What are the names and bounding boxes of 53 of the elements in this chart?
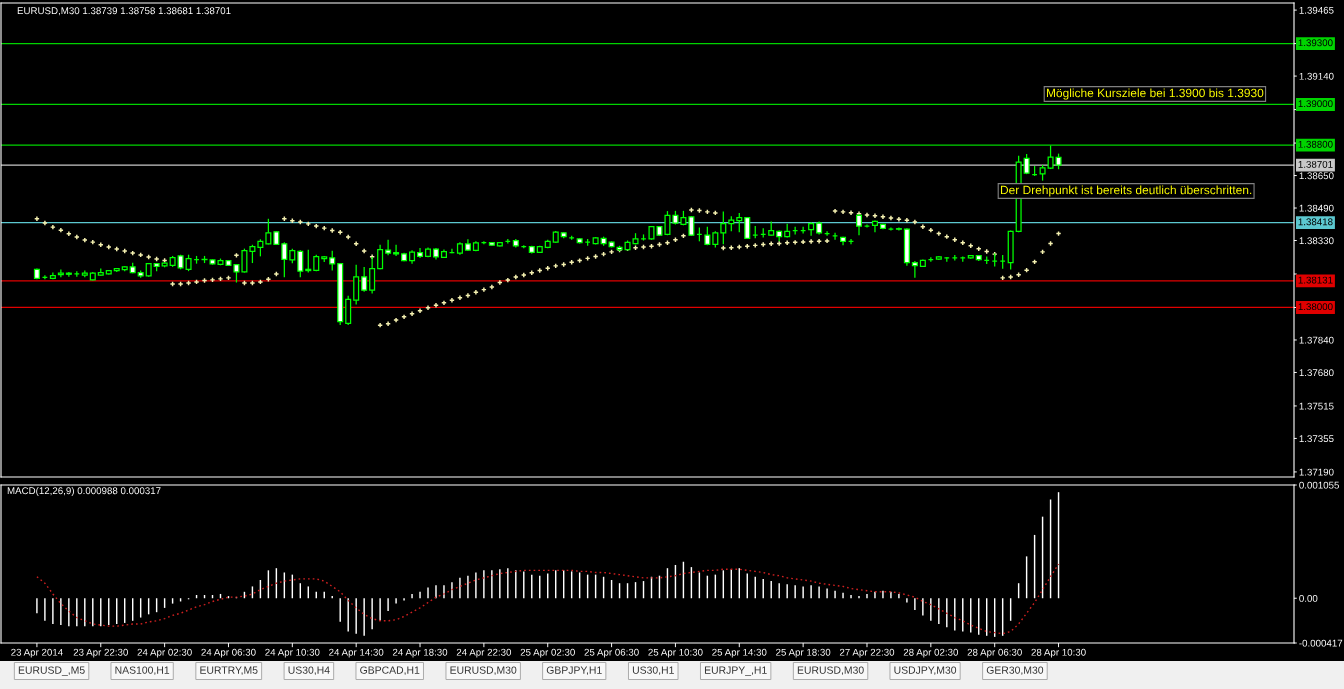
text: NAS100,H1 <box>115 666 170 676</box>
ref-line-label: 1.38131 <box>1298 276 1333 284</box>
text: US30,H4 <box>288 666 330 676</box>
y-tick-label: 1.37190 <box>1299 468 1334 476</box>
annotation: Mögliche Kursziele bei 1.3900 bis 1.3930 <box>1046 88 1264 100</box>
x-tick-label: 24 Apr 18:30 <box>392 648 448 658</box>
x-tick-label: 24 Apr 10:30 <box>265 648 320 658</box>
text: EURJPY_,H1 <box>704 666 767 676</box>
x-tick-label: 25 Apr 18:30 <box>776 648 831 658</box>
y-tick-label: 1.39140 <box>1299 72 1334 80</box>
text: EURUSD,M30 <box>450 666 517 676</box>
chart-title: MACD(12,26,9) 0.000988 0.000317 <box>7 487 161 497</box>
x-tick-label: 24 Apr 02:30 <box>137 648 192 658</box>
x-tick-label: 28 Apr 10:30 <box>1031 648 1086 658</box>
ref-line-label: 1.39300 <box>1298 39 1333 47</box>
text: GBPCAD,H1 <box>360 666 420 676</box>
x-tick-label: 25 Apr 14:30 <box>712 648 767 658</box>
x-tick-label: 28 Apr 06:30 <box>967 648 1022 658</box>
x-tick-label: 24 Apr 06:30 <box>201 648 256 658</box>
y-tick-label: 1.37515 <box>1299 402 1334 410</box>
y-tick-label: 1.38650 <box>1299 172 1334 180</box>
y-tick-label: 0.001055 <box>1299 481 1339 489</box>
y-tick-label: 1.37355 <box>1299 435 1334 443</box>
x-tick-label: 25 Apr 06:30 <box>584 648 639 658</box>
x-tick-label: 25 Apr 02:30 <box>520 648 575 658</box>
x-tick-label: 23 Apr 2014 <box>11 648 63 658</box>
x-tick-label: 24 Apr 14:30 <box>329 648 384 658</box>
ref-line-label: 1.38800 <box>1298 140 1333 148</box>
text: GBPJPY,H1 <box>546 666 602 676</box>
y-tick-label: -0.000417 <box>1299 639 1343 647</box>
text: USDJPY,M30 <box>894 666 957 676</box>
text: GER30,M30 <box>986 666 1044 676</box>
chart-title: EURUSD,M30 1.38739 1.38758 1.38681 1.38701 <box>17 7 231 16</box>
text: EURUSD,M30 <box>797 666 864 676</box>
x-tick-label: 25 Apr 10:30 <box>648 648 703 658</box>
ref-line-label: 1.38701 <box>1298 160 1333 168</box>
text: EURUSD_,M5 <box>18 666 85 676</box>
ref-line-label: 1.38418 <box>1298 218 1333 226</box>
y-tick-label: 0.00 <box>1299 594 1318 602</box>
x-tick-label: 23 Apr 22:30 <box>73 648 128 658</box>
y-tick-label: 1.38330 <box>1299 237 1334 245</box>
y-tick-label: 1.38490 <box>1299 204 1334 212</box>
y-tick-label: 1.39465 <box>1299 6 1334 14</box>
annotation: Der Drehpunkt ist bereits deutlich überschritten. <box>1000 185 1252 197</box>
ref-line-label: 1.38000 <box>1298 303 1333 311</box>
x-tick-label: 27 Apr 22:30 <box>839 648 895 658</box>
y-tick-label: 1.37680 <box>1299 369 1334 377</box>
x-tick-label: 28 Apr 02:30 <box>903 648 959 658</box>
x-tick-label: 24 Apr 22:30 <box>456 648 512 658</box>
y-tick-label: 1.37840 <box>1299 336 1334 344</box>
ref-line-label: 1.39000 <box>1298 100 1333 108</box>
text: EURTRY,M5 <box>200 666 258 676</box>
text: US30,H1 <box>632 666 674 676</box>
